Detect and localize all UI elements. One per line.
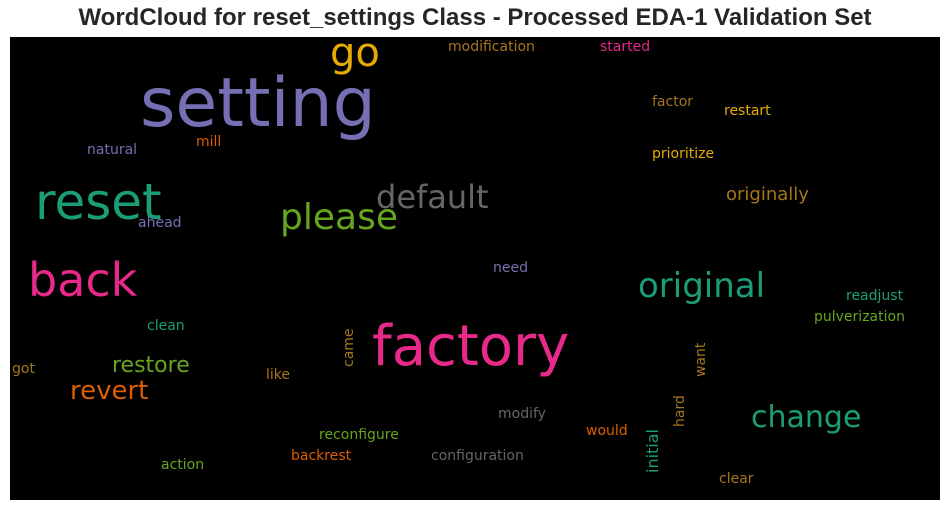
word-pulverization: pulverization bbox=[814, 309, 905, 325]
word-restore: restore bbox=[112, 353, 190, 378]
word-would: would bbox=[586, 423, 628, 439]
word-originally: originally bbox=[726, 184, 809, 205]
word-need: need bbox=[493, 260, 528, 276]
word-setting: setting bbox=[140, 64, 376, 143]
word-started: started bbox=[600, 39, 651, 55]
word-action: action bbox=[161, 457, 205, 473]
word-modification: modification bbox=[448, 39, 535, 55]
word-please: please bbox=[280, 197, 398, 238]
word-revert: revert bbox=[70, 376, 149, 406]
word-clear: clear bbox=[719, 471, 754, 487]
word-came: came bbox=[341, 328, 357, 367]
word-prioritize: prioritize bbox=[652, 146, 715, 162]
word-got: got bbox=[12, 361, 35, 377]
word-change: change bbox=[751, 400, 862, 435]
word-hard: hard bbox=[672, 395, 688, 427]
word-restart: restart bbox=[724, 103, 771, 119]
word-reconfigure: reconfigure bbox=[319, 427, 399, 443]
word-original: original bbox=[638, 266, 766, 306]
word-ahead: ahead bbox=[138, 215, 182, 231]
word-go: go bbox=[330, 37, 380, 76]
word-factor: factor bbox=[652, 94, 694, 110]
word-want: want bbox=[693, 342, 709, 377]
word-mill: mill bbox=[196, 134, 222, 150]
page-title: WordCloud for reset_settings Class - Pro… bbox=[78, 4, 872, 31]
word-reset: reset bbox=[35, 173, 162, 231]
word-natural: natural bbox=[87, 142, 138, 158]
word-back: back bbox=[28, 253, 138, 307]
word-configuration: configuration bbox=[431, 448, 524, 464]
word-factory: factory bbox=[372, 314, 570, 379]
wordcloud-canvas: setting go modification started factor r… bbox=[10, 37, 940, 500]
word-clean: clean bbox=[147, 318, 185, 334]
word-default: default bbox=[376, 178, 489, 216]
word-initial: initial bbox=[643, 429, 662, 473]
word-backrest: backrest bbox=[291, 448, 352, 464]
word-like: like bbox=[266, 367, 291, 383]
word-readjust: readjust bbox=[846, 288, 904, 304]
word-modify: modify bbox=[498, 406, 546, 422]
